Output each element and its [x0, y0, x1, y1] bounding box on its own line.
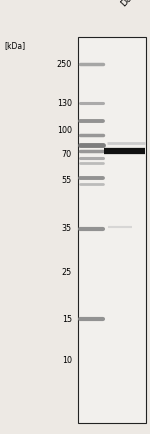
Text: 55: 55 [62, 176, 72, 184]
Bar [78, 37, 146, 423]
Text: 100: 100 [57, 126, 72, 135]
Text: [kDa]: [kDa] [4, 41, 26, 50]
Text: 35: 35 [62, 224, 72, 233]
Text: 250: 250 [57, 60, 72, 69]
Text: 130: 130 [57, 99, 72, 108]
Text: Daudi: Daudi [119, 0, 144, 8]
Text: 15: 15 [62, 315, 72, 324]
Text: 25: 25 [62, 268, 72, 277]
Text: 70: 70 [62, 150, 72, 159]
Text: 10: 10 [62, 356, 72, 365]
